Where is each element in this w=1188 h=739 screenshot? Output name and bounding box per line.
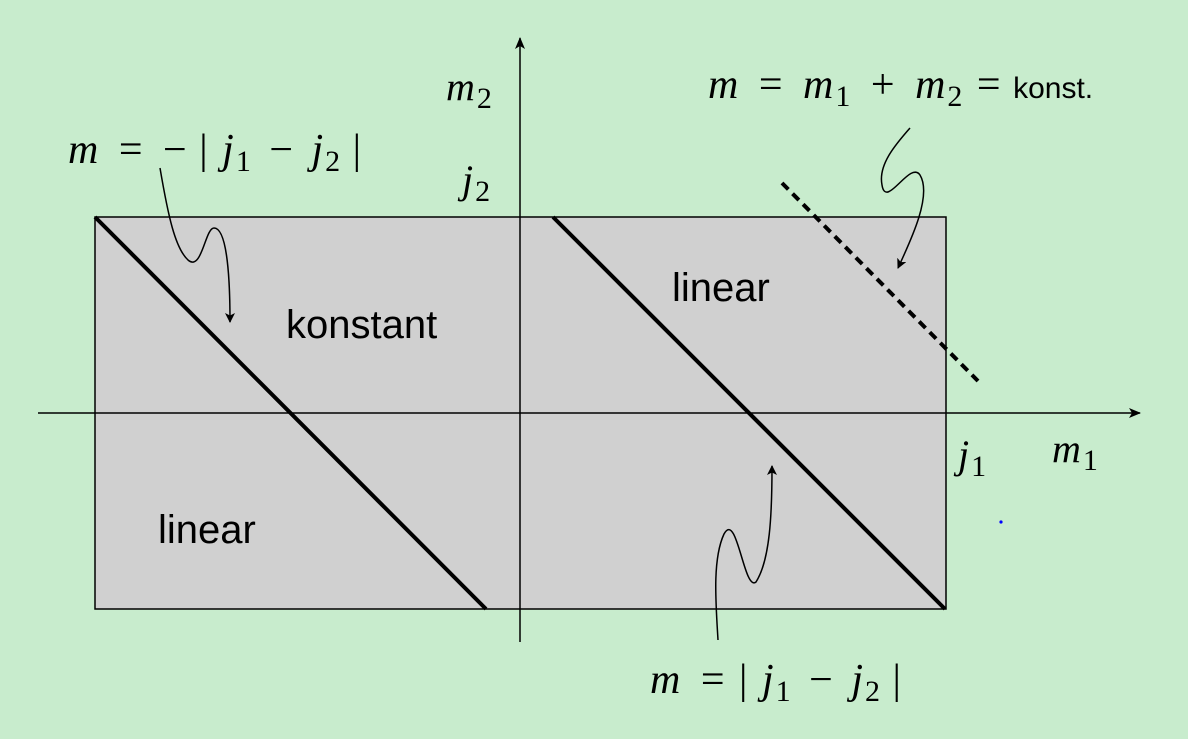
- m2-axis-label: m2: [446, 64, 492, 115]
- arrow-to-right-diagonal: [714, 465, 777, 641]
- m1-axis-label: m1: [1052, 426, 1098, 477]
- j1-label: j1: [953, 432, 986, 483]
- arrow-to-dashed-line: [880, 127, 925, 269]
- formula-dashed-line: m = m1 + m2 = konst.: [708, 62, 1093, 116]
- j2-label: j2: [457, 157, 490, 208]
- region-label-linear-lower: linear: [158, 508, 256, 552]
- diagonal-line-right: [551, 215, 947, 611]
- diagonal-line-left: [93, 215, 488, 611]
- formula-diag-left: m = − | j1 − j2 |: [68, 127, 361, 181]
- region-label-konstant: konstant: [286, 303, 437, 347]
- region-label-linear-upper: linear: [672, 266, 770, 310]
- arrow-to-left-diagonal: [159, 167, 235, 323]
- formula-diag-right: m = | j1 − j2 |: [650, 657, 901, 711]
- stray-dot: [999, 520, 1003, 524]
- dashed-line: [780, 181, 980, 383]
